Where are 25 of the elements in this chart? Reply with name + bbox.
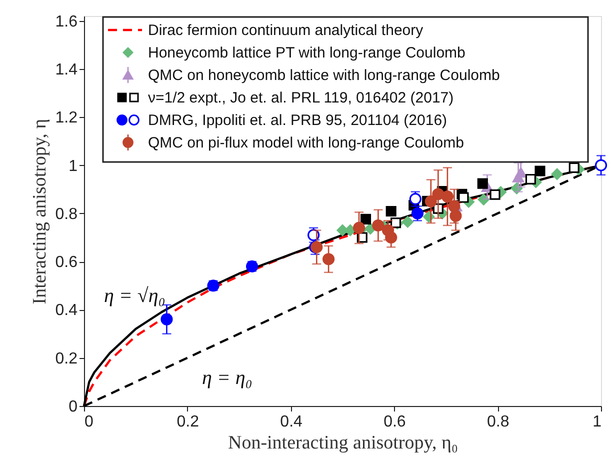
y-tick-label: 1.2 [55,110,78,127]
legend-label: QMC on pi-flux model with long-range Coulomb [148,134,464,152]
annotation: η = η₀ [202,367,252,389]
x-tick-label: 0 [84,414,94,430]
legend-label: DMRG, Ippoliti et. al. PRB 95, 201104 (2016) [148,112,448,129]
y-axis-title: Interacting anisotropy, η [29,118,50,304]
x-tick-label: 0.6 [384,414,406,430]
y-tick-label: 1 [68,158,78,175]
annotation: η = √η₀ [104,285,166,307]
x-axis-title: Non-interacting anisotropy, η₀ [228,432,458,454]
y-tick-label: 0.6 [55,254,78,272]
y-tick-label: 0 [68,398,78,416]
y-tick-label: 0.4 [55,302,78,320]
legend-label: ν=1/2 expt., Jo et. al. PRL 119, 016402 (2017) [148,90,454,106]
x-tick-label: 0.4 [280,414,303,430]
legend-label: Dirac fermion continuum analytical theory [148,22,424,39]
legend-label: QMC on honeycomb lattice with long-range Coulomb [148,67,500,84]
y-tick-label: 0.2 [55,350,78,368]
x-tick-label: 0.2 [176,414,200,430]
x-tick-label: 1 [592,414,602,430]
y-tick-label: 1.6 [55,13,78,30]
y-tick-label: 1.4 [55,61,78,78]
y-tick-label: 0.8 [55,206,78,223]
legend-label: Honeycomb lattice PT with long-range Coulomb [148,44,466,62]
x-tick-label: 0.8 [486,414,510,430]
